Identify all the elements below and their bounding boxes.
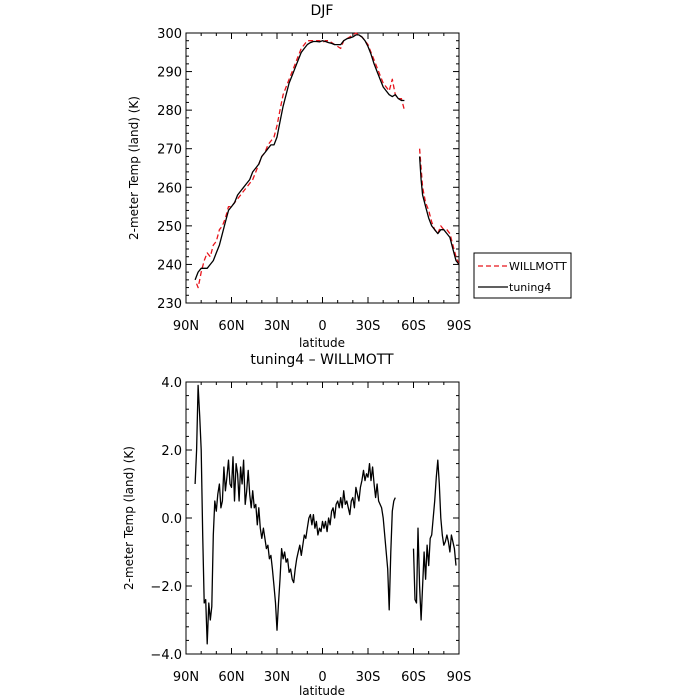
top-y-tick-label: 270 [157,143,182,158]
chart-bottom-xlabel: latitude [299,684,345,698]
chart-top-ticks: 90N 60N 30N 0 30S 60S 90S 230 240 250 260 270 280 290… [157,27,471,334]
legend-label-tuning4: tuning4 [509,281,551,294]
bottom-x-tick-label: 60N [218,670,244,685]
chart-top: DJF 90N 60N 30N 0 30S 60S 90S 230 240 250 260 270 28… [127,3,572,350]
legend: WILLMOTT tuning4 [473,252,572,299]
series-line-difference [194,384,396,645]
bottom-y-tick-label: 4.0 [161,376,182,391]
top-x-tick-label: 30S [356,319,381,334]
top-x-tick-label: 60N [218,319,244,334]
top-y-tick-label: 250 [157,220,182,235]
chart-top-ylabel: 2-meter Temp (land) (K) [127,96,141,240]
series-line-willmott [418,148,460,265]
chart-bottom-title: tuning4 – WILLMOTT [250,352,394,368]
bottom-x-tick-label: 90S [447,670,472,685]
chart-top-xlabel: latitude [299,336,345,350]
chart-top-frame [185,32,460,304]
top-x-tick-label: 90N [173,319,199,334]
top-y-tick-label: 240 [157,258,182,273]
bottom-x-tick-label: 30S [356,670,381,685]
top-y-tick-label: 260 [157,181,182,196]
chart-bottom-lines [194,384,457,645]
bottom-x-tick-label: 60S [401,670,426,685]
top-x-tick-label: 30N [264,319,290,334]
bottom-x-tick-label: 30N [264,670,290,685]
chart-bottom-ylabel: 2-meter Temp (land) (K) [122,446,136,590]
legend-box [473,252,572,299]
top-y-tick-label: 230 [157,297,182,312]
legend-label-willmott: WILLMOTT [509,260,567,273]
top-y-tick-label: 290 [157,66,182,81]
chart-top-title: DJF [311,3,334,19]
series-line-tuning4 [418,156,460,265]
chart-bottom: tuning4 – WILLMOTT 90N 60N 30N 0 30S 60S 90S −4… [122,352,471,698]
bottom-y-tick-label: −4.0 [150,648,182,663]
bottom-x-tick-label: 0 [318,670,326,685]
bottom-y-tick-label: 2.0 [161,444,182,459]
top-y-tick-label: 300 [157,27,182,42]
chart-bottom-frame [185,381,460,655]
bottom-y-tick-label: 0.0 [161,512,182,527]
top-x-tick-label: 90S [447,319,472,334]
chart-top-lines [194,32,460,289]
series-line-willmott [195,32,406,289]
series-line-difference [412,459,457,621]
bottom-y-tick-label: −2.0 [150,580,182,595]
top-x-tick-label: 0 [318,319,326,334]
chart-bottom-ticks: 90N 60N 30N 0 30S 60S 90S −4.0 −2.0 0.0 2.0 4.0 [150,376,471,685]
top-x-tick-label: 60S [401,319,426,334]
top-y-tick-label: 280 [157,104,182,119]
bottom-x-tick-label: 90N [173,670,199,685]
series-line-tuning4 [194,34,405,281]
